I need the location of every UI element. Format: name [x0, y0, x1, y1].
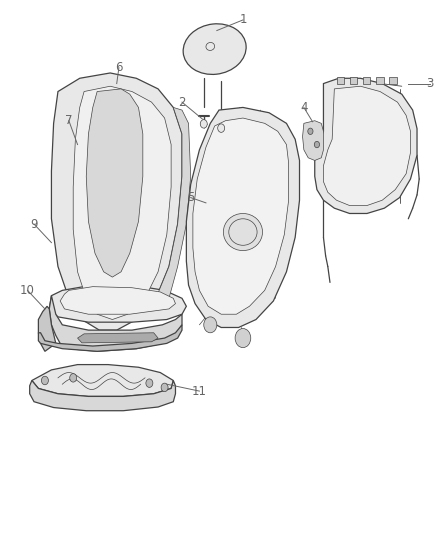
Polygon shape: [39, 306, 56, 351]
Circle shape: [218, 124, 225, 132]
Polygon shape: [49, 285, 186, 322]
Text: 6: 6: [115, 61, 123, 74]
Text: 2: 2: [178, 95, 186, 109]
Circle shape: [161, 383, 168, 392]
Polygon shape: [30, 381, 176, 411]
Text: 7: 7: [65, 114, 73, 127]
Circle shape: [204, 317, 217, 333]
FancyBboxPatch shape: [376, 77, 384, 84]
Ellipse shape: [183, 24, 246, 75]
Polygon shape: [32, 365, 173, 397]
Circle shape: [200, 119, 207, 128]
Text: 3: 3: [427, 77, 434, 90]
Polygon shape: [86, 89, 143, 277]
Text: 1: 1: [239, 13, 247, 27]
Polygon shape: [156, 108, 191, 298]
Circle shape: [235, 328, 251, 348]
Circle shape: [146, 379, 153, 387]
FancyBboxPatch shape: [389, 77, 396, 84]
Circle shape: [70, 374, 77, 382]
Polygon shape: [49, 296, 182, 351]
Ellipse shape: [223, 214, 262, 251]
Text: 9: 9: [30, 217, 38, 231]
Polygon shape: [186, 108, 300, 327]
Polygon shape: [60, 287, 176, 314]
Polygon shape: [78, 333, 158, 343]
Circle shape: [308, 128, 313, 134]
Text: 10: 10: [20, 284, 35, 297]
Circle shape: [42, 376, 48, 385]
Polygon shape: [323, 86, 410, 206]
Polygon shape: [315, 78, 417, 214]
Polygon shape: [73, 86, 171, 319]
Text: 11: 11: [192, 385, 207, 398]
Circle shape: [314, 141, 320, 148]
Polygon shape: [193, 118, 289, 314]
Text: 5: 5: [187, 191, 194, 204]
FancyBboxPatch shape: [350, 77, 357, 84]
FancyBboxPatch shape: [336, 77, 344, 84]
Polygon shape: [51, 73, 182, 330]
Polygon shape: [39, 325, 182, 351]
Text: 4: 4: [300, 101, 307, 114]
Polygon shape: [303, 120, 323, 160]
FancyBboxPatch shape: [363, 77, 371, 84]
